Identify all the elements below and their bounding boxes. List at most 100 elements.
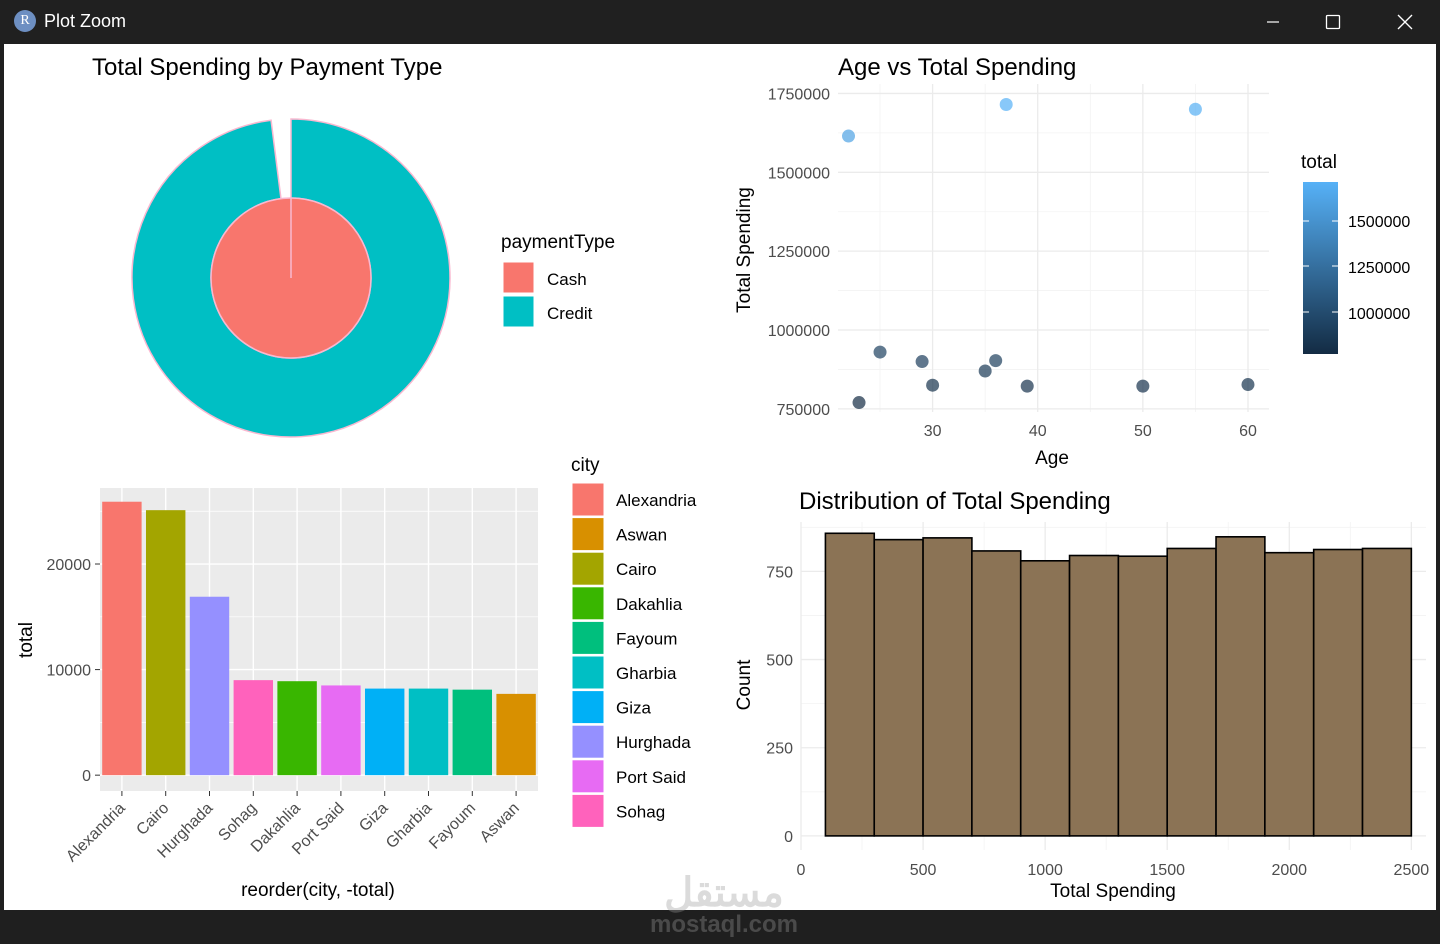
bar-giza [364, 688, 405, 776]
hist-bar [922, 537, 973, 837]
legend-label-cash: Cash [547, 270, 587, 289]
bar-xtick-label: Aswan [477, 800, 523, 846]
hist-bar [971, 550, 1022, 837]
hist-ytick-label: 750 [766, 564, 793, 581]
scatter-xtick-label: 50 [1134, 423, 1152, 440]
hist-title: Distribution of Total Spending [799, 488, 1111, 515]
colorbar-ticks [1303, 220, 1338, 313]
plots-canvas: Total Spending by Payment Type paymentTy… [16, 54, 1429, 902]
scatter-point [1136, 379, 1150, 393]
scatter-chart: Age vs Total Spending 750000 1000000 12500… [734, 54, 1410, 469]
legend-label-credit: Credit [547, 304, 593, 323]
scatter-ytick-label: 1000000 [768, 323, 830, 340]
city-legend-key [571, 517, 605, 552]
hist-xtick-label: 1500 [1149, 862, 1185, 879]
scatter-legend-title: total [1301, 152, 1337, 173]
bar-alexandria [102, 501, 142, 776]
hist-ylabel: Count [734, 659, 755, 710]
bar-ytick-label: 10000 [47, 663, 92, 680]
watermark-arabic: مستقل [664, 871, 784, 915]
pie-legend-title: paymentType [501, 232, 615, 253]
hist-bar [1019, 559, 1071, 837]
hist-bar [873, 538, 924, 837]
scatter-point [1020, 379, 1034, 393]
r-app-icon: R [14, 10, 36, 32]
city-legend-label: Gharbia [616, 664, 677, 683]
bar-xtick-label: Giza [356, 800, 391, 835]
bar-ylabel: total [16, 622, 37, 658]
hist-xlabel: Total Spending [1050, 881, 1176, 902]
hist-xtick-label: 500 [910, 862, 937, 879]
scatter-xtick-label: 60 [1239, 423, 1257, 440]
scatter-point [926, 378, 940, 392]
city-legend-key [571, 724, 605, 759]
scatter-ytick-label: 1500000 [768, 165, 830, 182]
scatter-xtick-label: 40 [1029, 423, 1047, 440]
histogram-chart: Distribution of Total Spending 0 250 500 75… [734, 488, 1429, 902]
colorbar [1303, 182, 1338, 354]
scatter-point [915, 355, 929, 369]
bar-dakahlia [277, 681, 317, 776]
window-title: Plot Zoom [44, 11, 127, 31]
city-legend-key [571, 551, 605, 586]
maximize-button[interactable] [1298, 0, 1368, 44]
city-legend-label: Port Said [616, 768, 686, 787]
minimize-icon [1267, 21, 1279, 23]
city-legend-key [571, 482, 605, 517]
hist-ytick-label: 500 [766, 653, 793, 670]
colorbar-label-1000000: 1000000 [1348, 306, 1410, 323]
city-legend-label: Giza [616, 699, 652, 718]
hist-xtick-label: 1000 [1027, 862, 1063, 879]
scatter-point [999, 98, 1013, 111]
bar-aswan [496, 693, 536, 776]
scatter-xlabel: Age [1035, 448, 1069, 469]
pie-title: Total Spending by Payment Type [92, 54, 442, 81]
hist-bar [1068, 554, 1120, 837]
hist-ytick-label: 0 [784, 829, 793, 846]
city-legend-label: Aswan [616, 526, 667, 545]
city-legend-label: Cairo [616, 560, 657, 579]
scatter-title: Age vs Total Spending [838, 54, 1076, 81]
bar-ytick-label: 0 [82, 768, 91, 785]
hist-bar [824, 532, 876, 837]
city-legend-label: Dakahlia [616, 595, 683, 614]
scatter-point [842, 129, 856, 143]
bar-fayoum [452, 689, 493, 776]
city-legend-label: Fayoum [616, 629, 677, 648]
scatter-point [873, 345, 887, 359]
city-legend-label: Hurghada [616, 733, 691, 752]
close-icon [1397, 14, 1413, 30]
hist-bar [1215, 536, 1266, 837]
hist-xtick-label: 2500 [1394, 862, 1430, 879]
bar-xlabel: reorder(city, -total) [241, 880, 395, 901]
city-legend-title: city [571, 455, 600, 476]
scatter-ytick-label: 1250000 [768, 244, 830, 261]
legend-key-credit [502, 295, 535, 328]
close-button[interactable] [1370, 0, 1440, 44]
hist-bar [1312, 548, 1364, 837]
hist-bar [1117, 555, 1169, 837]
hist-bar [1361, 547, 1413, 837]
city-legend-label: Alexandria [616, 491, 697, 510]
bar-xtick-label: Gharbia [383, 800, 435, 852]
bar-sohag [233, 680, 274, 776]
bar-xtick-label: Cairo [133, 800, 172, 839]
bar-xtick-label: Alexandria [63, 800, 129, 866]
hist-bar [1166, 547, 1217, 837]
bar-port-said [321, 685, 361, 776]
scatter-ytick-label: 750000 [777, 402, 830, 419]
pie-chart: Total Spending by Payment Type paymentTy… [92, 54, 615, 438]
hist-bar [1264, 551, 1315, 837]
plot-area: Total Spending by Payment Type paymentTy… [4, 44, 1436, 938]
city-legend-key [571, 586, 605, 621]
colorbar-label-1500000: 1500000 [1348, 214, 1410, 231]
bar-hurghada [189, 596, 230, 776]
colorbar-label-1250000: 1250000 [1348, 260, 1410, 277]
city-legend-key [571, 759, 605, 794]
hist-xtick-label: 2000 [1271, 862, 1307, 879]
minimize-button[interactable] [1238, 0, 1308, 44]
scatter-ytick-label: 1750000 [768, 86, 830, 103]
watermark-latin: mostaql.com [650, 911, 798, 938]
scatter-point [1241, 378, 1255, 392]
